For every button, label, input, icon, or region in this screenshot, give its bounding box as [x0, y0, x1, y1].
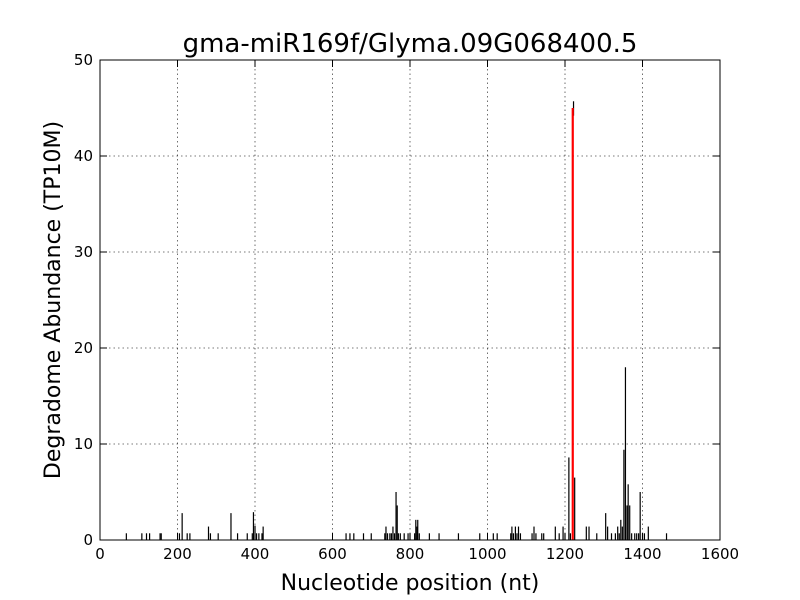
x-tick-label: 200 — [163, 545, 192, 563]
bars-layer — [125, 101, 668, 540]
y-tick-label: 0 — [83, 531, 93, 549]
chart-title: gma-miR169f/Glyma.09G068400.5 — [183, 29, 638, 59]
y-tick-label: 50 — [74, 51, 93, 69]
y-tick-label: 10 — [74, 435, 93, 453]
x-tick-label: 800 — [396, 545, 425, 563]
y-tick-label: 40 — [74, 147, 93, 165]
x-tick-label: 1400 — [623, 545, 661, 563]
x-tick-label: 600 — [318, 545, 347, 563]
axes-layer: 0 200 400 600 800 1000 1200 1400 1600 0 10 20 30 40 50 — [74, 51, 739, 563]
x-tick-label: 400 — [241, 545, 270, 563]
x-tick-label: 1600 — [701, 545, 739, 563]
grid-layer — [100, 60, 720, 540]
x-tick-label: 1200 — [546, 545, 584, 563]
x-axis-title: Nucleotide position (nt) — [281, 571, 540, 596]
y-tick-label: 20 — [74, 339, 93, 357]
y-tick-label: 30 — [74, 243, 93, 261]
x-tick-label: 0 — [95, 545, 105, 563]
x-tick-label: 1000 — [468, 545, 506, 563]
y-axis-title: Degradome Abundance (TP10M) — [41, 121, 66, 479]
